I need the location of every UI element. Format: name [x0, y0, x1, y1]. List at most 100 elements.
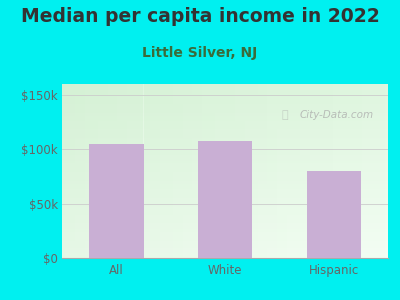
- Bar: [332, 84, 336, 258]
- Bar: [62, 94, 388, 95]
- Bar: [62, 99, 388, 100]
- Bar: [62, 127, 388, 128]
- Bar: [82, 84, 85, 258]
- Bar: [346, 84, 349, 258]
- Bar: [287, 84, 290, 258]
- Bar: [62, 218, 388, 219]
- Bar: [147, 84, 150, 258]
- Bar: [62, 198, 388, 199]
- Text: City-Data.com: City-Data.com: [300, 110, 374, 120]
- Bar: [352, 84, 356, 258]
- Bar: [62, 142, 388, 143]
- Bar: [313, 84, 316, 258]
- Bar: [62, 247, 388, 248]
- Bar: [114, 84, 118, 258]
- Bar: [62, 220, 388, 221]
- Bar: [75, 84, 78, 258]
- Text: Median per capita income in 2022: Median per capita income in 2022: [21, 8, 379, 26]
- Bar: [294, 84, 297, 258]
- Bar: [179, 84, 183, 258]
- Bar: [62, 119, 388, 120]
- Bar: [62, 123, 388, 124]
- Bar: [65, 84, 68, 258]
- Bar: [62, 239, 388, 240]
- Bar: [62, 204, 388, 205]
- Bar: [62, 104, 388, 105]
- Bar: [62, 174, 388, 175]
- Bar: [192, 84, 196, 258]
- Bar: [202, 84, 206, 258]
- Bar: [62, 214, 388, 215]
- Bar: [62, 212, 388, 213]
- Bar: [62, 237, 388, 238]
- Bar: [62, 139, 388, 140]
- Bar: [62, 240, 388, 241]
- Bar: [362, 84, 365, 258]
- Bar: [62, 242, 388, 243]
- Bar: [271, 84, 274, 258]
- Bar: [62, 223, 388, 224]
- Bar: [62, 197, 388, 198]
- Bar: [62, 185, 388, 186]
- Bar: [62, 114, 388, 115]
- Bar: [62, 181, 388, 182]
- Bar: [297, 84, 300, 258]
- Bar: [62, 152, 388, 153]
- Bar: [378, 84, 382, 258]
- Bar: [62, 161, 388, 162]
- Bar: [62, 216, 388, 217]
- Bar: [241, 84, 244, 258]
- Bar: [62, 222, 388, 223]
- Bar: [62, 153, 388, 154]
- Bar: [62, 136, 388, 137]
- Bar: [62, 184, 388, 185]
- Bar: [62, 84, 388, 85]
- Bar: [108, 84, 111, 258]
- Bar: [62, 168, 388, 169]
- Bar: [173, 84, 176, 258]
- Bar: [62, 255, 388, 256]
- Bar: [62, 100, 388, 101]
- Bar: [359, 84, 362, 258]
- Bar: [62, 105, 388, 106]
- Bar: [248, 84, 251, 258]
- Bar: [101, 84, 104, 258]
- Bar: [62, 134, 388, 135]
- Bar: [62, 188, 388, 189]
- Bar: [156, 84, 160, 258]
- Bar: [62, 189, 388, 190]
- Bar: [62, 179, 388, 180]
- Bar: [130, 84, 134, 258]
- Bar: [78, 84, 82, 258]
- Bar: [320, 84, 323, 258]
- Bar: [62, 112, 388, 113]
- Bar: [62, 219, 388, 220]
- Bar: [62, 257, 388, 258]
- Bar: [62, 128, 388, 129]
- Bar: [225, 84, 228, 258]
- Bar: [62, 211, 388, 212]
- Bar: [62, 210, 388, 211]
- Bar: [94, 84, 98, 258]
- Bar: [62, 124, 388, 125]
- Bar: [62, 187, 388, 188]
- Bar: [62, 150, 388, 151]
- Bar: [62, 125, 388, 126]
- Bar: [62, 91, 388, 92]
- Bar: [140, 84, 144, 258]
- Bar: [339, 84, 342, 258]
- Bar: [62, 186, 388, 187]
- Bar: [290, 84, 294, 258]
- Bar: [62, 221, 388, 222]
- Bar: [62, 107, 388, 108]
- Bar: [62, 196, 388, 197]
- Bar: [186, 84, 189, 258]
- Bar: [62, 227, 388, 228]
- Bar: [189, 84, 192, 258]
- Bar: [212, 84, 215, 258]
- Bar: [62, 110, 388, 111]
- Bar: [232, 84, 235, 258]
- Bar: [62, 151, 388, 152]
- Bar: [62, 120, 388, 121]
- Bar: [62, 100, 388, 101]
